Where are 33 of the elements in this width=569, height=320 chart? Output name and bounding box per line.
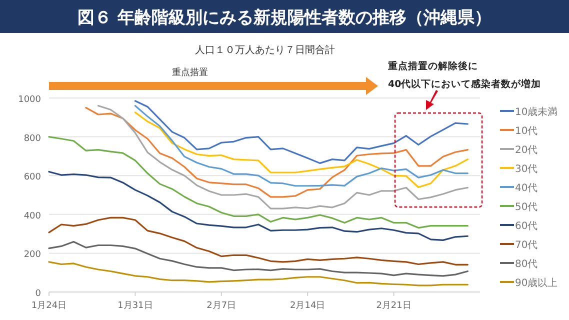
y-tick-label: 400 xyxy=(24,211,42,222)
text: 重点措置 xyxy=(172,67,208,78)
legend-label: 10代 xyxy=(515,126,538,137)
line-series xyxy=(48,240,468,277)
y-tick-label: 1000 xyxy=(18,95,42,105)
chart-title: 図６ 年齢階級別にみる新規陽性者数の推移（沖縄県） xyxy=(78,8,492,28)
legend-label: 60代 xyxy=(515,221,538,232)
chart-subtitle: 人口１０万人あたり７日間合計 xyxy=(195,44,335,56)
x-tick-label: 2月7日 xyxy=(206,301,236,311)
x-tick-label: 1月31日 xyxy=(118,301,153,311)
y-tick-label: 0 xyxy=(35,289,42,299)
text: 重点措置の解除後に 40代以下において感染者数が増加 xyxy=(387,60,542,90)
legend-label: 50代 xyxy=(515,202,538,213)
legend-label: 20代 xyxy=(515,145,538,156)
legend-label: 70代 xyxy=(515,240,538,251)
y-tick-label: 600 xyxy=(24,172,42,183)
line-series xyxy=(48,261,468,286)
x-tick-label: 1月24日 xyxy=(31,301,67,311)
legend-label: 10歳未満 xyxy=(515,106,558,118)
x-tick-label: 2月21日 xyxy=(376,301,412,311)
line-series xyxy=(48,216,468,266)
line-series xyxy=(97,104,468,210)
line-series xyxy=(48,170,468,241)
x-tick-label: 2月14日 xyxy=(290,301,326,311)
legend-label: 30代 xyxy=(515,164,538,175)
line-series xyxy=(85,106,468,198)
y-tick-label: 200 xyxy=(24,250,42,260)
line-series xyxy=(48,136,468,229)
line-series xyxy=(134,100,468,164)
y-tick-label: 800 xyxy=(24,134,42,144)
legend-label: 40代 xyxy=(515,183,538,194)
legend-label: 90歳以上 xyxy=(515,277,558,289)
legend-label: 80代 xyxy=(515,259,538,270)
